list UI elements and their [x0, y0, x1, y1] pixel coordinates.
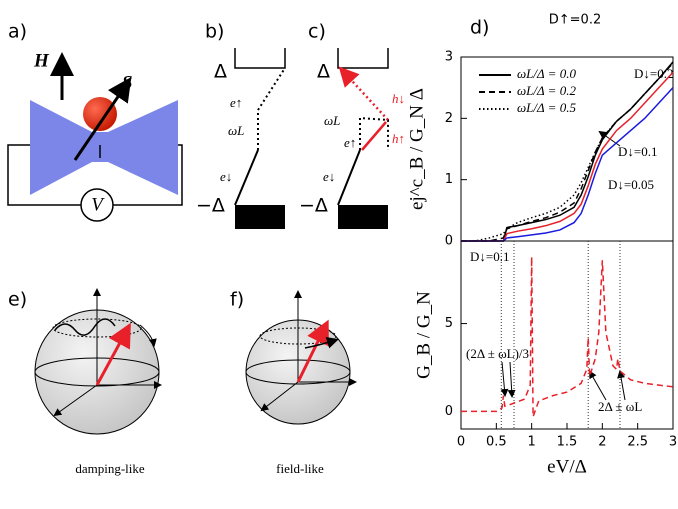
x-tick-label: 0	[457, 435, 465, 450]
label: S	[122, 72, 133, 93]
y-axis-label: ej^c_B / G_N Δ	[406, 88, 427, 210]
label: e↑	[344, 135, 356, 150]
path-solid	[337, 149, 361, 206]
series-line	[461, 62, 674, 242]
panel-label: d)	[470, 17, 489, 39]
x-tick-label: 0.5	[486, 435, 507, 450]
panel-label: a)	[8, 21, 27, 43]
voltmeter	[80, 188, 114, 222]
axis	[260, 381, 299, 412]
gap-edge	[337, 48, 389, 69]
label: e↑	[230, 95, 242, 110]
annotation: (2Δ ± ωL)/3	[466, 346, 529, 361]
annotation-arrow	[507, 361, 516, 398]
rotation	[139, 324, 157, 347]
label: Δ	[317, 61, 330, 83]
x-tick-label: 2	[598, 435, 606, 450]
label: V	[91, 194, 105, 215]
panel-label: c)	[308, 21, 326, 43]
spin	[296, 319, 329, 383]
y-tick-label: 1	[445, 172, 453, 187]
hole-path	[338, 66, 389, 121]
label: ωL	[228, 123, 244, 138]
annotation: D↓=0.1	[470, 249, 509, 264]
filled-band	[235, 205, 285, 229]
annotation: D↓=0.1	[618, 144, 657, 159]
y-tick-label: 3	[445, 50, 453, 65]
path-dotted	[359, 116, 389, 150]
panel-label: b)	[205, 21, 224, 43]
gap-edge	[234, 48, 286, 69]
panel-label: e)	[8, 289, 27, 311]
y-tick-label: 0	[445, 404, 453, 419]
caption: field-like	[276, 461, 324, 476]
annotation-arrow	[617, 370, 626, 401]
label: e↓	[220, 169, 232, 184]
label: e↓	[323, 169, 335, 184]
chart-title: D↑=0.2	[549, 13, 601, 28]
wire	[113, 144, 183, 206]
x-axis-label: eV/Δ	[547, 456, 587, 477]
wire	[7, 144, 81, 206]
x-tick-label: 1.5	[557, 435, 578, 450]
latitude	[52, 318, 142, 338]
label: −Δ	[299, 195, 328, 217]
spin	[95, 322, 131, 386]
y-tick-label: 5	[445, 316, 453, 331]
rotation	[304, 336, 339, 349]
spin-arrow	[73, 77, 132, 161]
annotation: D↓=0.05	[608, 177, 654, 192]
label: H	[33, 50, 50, 71]
x-tick-label: 3	[669, 435, 677, 450]
label: h↑	[392, 131, 405, 146]
x-tick-label: 2.5	[627, 435, 648, 450]
hole-path	[361, 121, 387, 151]
legend-label: ωL/Δ = 0.5	[517, 100, 576, 115]
path-solid	[234, 149, 259, 206]
annotation-arrow	[500, 361, 509, 397]
path-dotted	[257, 67, 286, 150]
label: ωL	[324, 113, 340, 128]
annotation: D↓=0.2	[634, 66, 673, 81]
trajectory	[54, 318, 116, 336]
x-tick-label: 1	[528, 435, 536, 450]
spin-ball	[83, 97, 117, 131]
series-line	[461, 256, 674, 417]
filled-band	[338, 205, 388, 229]
y-tick-label: 2	[445, 111, 453, 126]
label: −Δ	[196, 195, 225, 217]
legend-label: ωL/Δ = 0.2	[517, 83, 576, 98]
y-axis-label: G_B / G_N	[413, 291, 434, 379]
label: Δ	[214, 61, 227, 83]
axis	[53, 384, 98, 417]
junction	[30, 100, 178, 195]
panel-label: f)	[230, 289, 244, 311]
annotation-arrow	[589, 370, 607, 401]
label: h↓	[392, 91, 405, 106]
y-tick-label: 0	[445, 234, 453, 249]
legend-label: ωL/Δ = 0.0	[517, 66, 576, 81]
caption: damping-like	[75, 461, 145, 476]
